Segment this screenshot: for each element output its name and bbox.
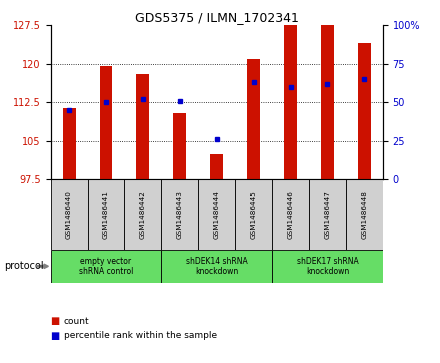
Text: shDEK14 shRNA
knockdown: shDEK14 shRNA knockdown [186, 257, 248, 276]
Text: ■: ■ [51, 316, 60, 326]
Bar [136, 74, 149, 179]
Bar [173, 113, 186, 179]
Text: GSM1486444: GSM1486444 [214, 190, 220, 239]
Bar [272, 179, 309, 249]
Text: GSM1486446: GSM1486446 [287, 190, 293, 239]
Text: protocol: protocol [4, 261, 44, 271]
Bar [99, 66, 113, 179]
Bar [358, 44, 371, 179]
Bar [210, 154, 223, 179]
Text: GSM1486442: GSM1486442 [140, 190, 146, 239]
Bar [247, 59, 260, 179]
Bar [321, 25, 334, 179]
Text: GSM1486445: GSM1486445 [251, 190, 257, 239]
Bar [125, 179, 161, 249]
Text: GSM1486447: GSM1486447 [324, 190, 330, 239]
Bar [235, 179, 272, 249]
Bar [309, 179, 346, 249]
Bar [161, 179, 198, 249]
Bar [284, 25, 297, 179]
Bar [198, 179, 235, 249]
Bar [346, 179, 383, 249]
Text: empty vector
shRNA control: empty vector shRNA control [79, 257, 133, 276]
Text: GSM1486440: GSM1486440 [66, 190, 72, 239]
Title: GDS5375 / ILMN_1702341: GDS5375 / ILMN_1702341 [135, 11, 299, 24]
Text: count: count [64, 317, 89, 326]
Text: shDEK17 shRNA
knockdown: shDEK17 shRNA knockdown [297, 257, 358, 276]
Bar [161, 249, 272, 283]
Bar [51, 179, 88, 249]
Text: GSM1486448: GSM1486448 [361, 190, 367, 239]
Bar [62, 107, 76, 179]
Bar [51, 249, 161, 283]
Text: GSM1486443: GSM1486443 [177, 190, 183, 239]
Text: percentile rank within the sample: percentile rank within the sample [64, 331, 217, 340]
Bar [88, 179, 125, 249]
Text: GSM1486441: GSM1486441 [103, 190, 109, 239]
Bar [272, 249, 383, 283]
Text: ■: ■ [51, 331, 60, 341]
